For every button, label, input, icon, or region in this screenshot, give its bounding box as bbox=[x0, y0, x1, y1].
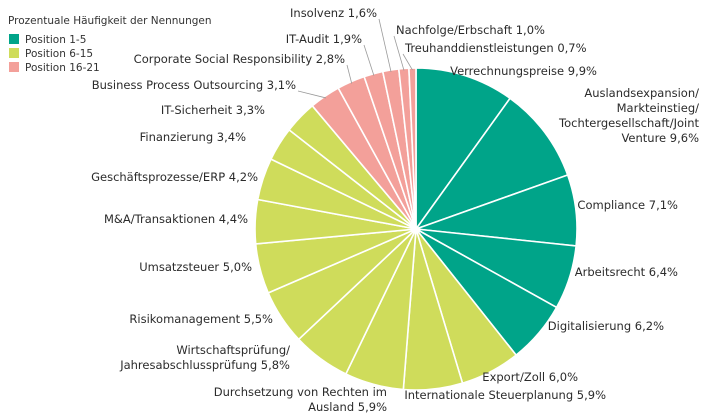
slice-label-16: Business Process Outsourcing 3,1% bbox=[92, 78, 296, 92]
legend-label-position-16-21: Position 16-21 bbox=[25, 62, 100, 74]
slice-label-9: Wirtschaftsprüfung/Jahresabschlussprüfun… bbox=[119, 343, 290, 372]
legend: Prozentuale Häufigkeit der Nennungen Pos… bbox=[8, 15, 212, 74]
leader-line-20 bbox=[393, 35, 405, 71]
slice-label-1: Verrechnungspreise 9,9% bbox=[450, 64, 597, 78]
slice-label-15: IT-Sicherheit 3,3% bbox=[161, 103, 265, 117]
slice-labels: Verrechnungspreise 9,9% Auslandsexpansion… bbox=[91, 6, 699, 414]
legend-swatch-position-6-15 bbox=[9, 48, 19, 58]
slice-label-21: Treuhanddienstleistungen 0,7% bbox=[404, 41, 587, 55]
pie-slice-1 bbox=[415, 67, 512, 232]
slice-label-10: Risikomanagement 5,5% bbox=[129, 312, 273, 326]
slice-label-18: IT-Audit 1,9% bbox=[286, 32, 362, 46]
legend-swatch-position-1-5 bbox=[9, 34, 19, 44]
slice-label-2: Auslandsexpansion/Markteinstieg/Tochterg… bbox=[558, 86, 699, 145]
slice-label-3: Compliance 7,1% bbox=[577, 198, 678, 212]
slice-label-13: Geschäftsprozesse/ERP 4,2% bbox=[91, 170, 258, 184]
slice-label-8: Durchsetzung von Rechten im Ausland 5,9% bbox=[214, 385, 387, 414]
slice-label-20: Nachfolge/Erbschaft 1,0% bbox=[396, 23, 545, 37]
legend-swatch-position-16-21 bbox=[9, 62, 19, 72]
slice-label-7: Internationale Steuerplanung 5,9% bbox=[404, 388, 606, 402]
leader-line-19 bbox=[378, 18, 392, 73]
slice-label-17: Corporate Social Responsibility 2,8% bbox=[134, 52, 345, 66]
legend-label-position-1-5: Position 1-5 bbox=[25, 34, 86, 46]
pie-slice-2 bbox=[413, 97, 569, 231]
slice-label-14: Finanzierung 3,4% bbox=[140, 130, 246, 144]
legend-title: Prozentuale Häufigkeit der Nennungen bbox=[8, 15, 212, 27]
slice-label-6: Export/Zoll 6,0% bbox=[482, 370, 578, 384]
slice-label-19: Insolvenz 1,6% bbox=[290, 6, 377, 20]
slice-label-11: Umsatzsteuer 5,0% bbox=[139, 260, 252, 274]
leader-line-16 bbox=[297, 90, 327, 99]
slice-label-4: Arbeitsrecht 6,4% bbox=[575, 265, 678, 279]
leader-line-18 bbox=[363, 44, 375, 76]
leader-line-21 bbox=[402, 53, 413, 71]
leader-line-17 bbox=[346, 64, 353, 84]
slice-label-12: M&A/Transaktionen 4,4% bbox=[104, 212, 248, 226]
legend-label-position-6-15: Position 6-15 bbox=[25, 48, 93, 60]
pie-slice-21 bbox=[408, 67, 417, 230]
slice-label-5: Digitalisierung 6,2% bbox=[548, 319, 664, 333]
leader-lines bbox=[297, 18, 413, 99]
pie-slices bbox=[254, 67, 578, 391]
